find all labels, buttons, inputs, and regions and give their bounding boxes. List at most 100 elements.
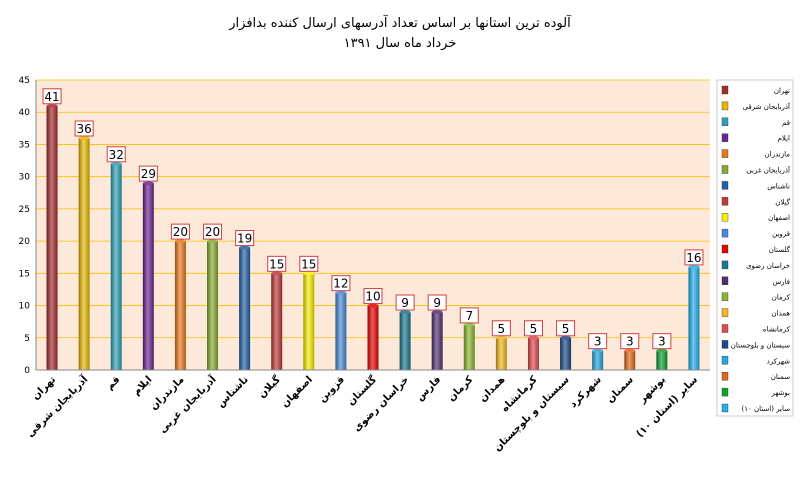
data-label-box — [235, 230, 255, 247]
legend-label: ناشناس — [767, 182, 790, 190]
legend-swatch — [721, 228, 729, 238]
y-tick-label: 45 — [19, 76, 30, 86]
y-tick-label: 30 — [19, 173, 31, 183]
data-label: 15 — [301, 257, 316, 271]
legend-swatch — [721, 181, 729, 190]
x-tick-label: شهرکرد — [568, 374, 604, 410]
data-label: 16 — [686, 251, 701, 265]
data-label-box — [267, 255, 287, 272]
bar-cap — [142, 181, 154, 185]
data-label-box — [684, 249, 704, 266]
data-label-box — [652, 333, 672, 350]
data-label-box — [170, 223, 190, 240]
bar-cap — [110, 161, 122, 166]
legend-swatch — [721, 101, 729, 111]
data-label: 20 — [173, 225, 188, 239]
legend-swatch — [721, 372, 729, 381]
data-label: 5 — [562, 322, 570, 336]
legend-swatch — [721, 403, 729, 413]
legend-label: (استان ۱۰) سایر — [742, 405, 791, 413]
x-tick-label: اصفهان — [279, 374, 314, 409]
bar — [463, 324, 475, 370]
y-tick-label: 20 — [19, 237, 31, 247]
legend-label: گیلان — [775, 197, 790, 206]
bar-cap — [367, 303, 379, 308]
data-label: 15 — [269, 257, 284, 271]
data-label-box — [491, 320, 511, 337]
bar — [560, 337, 572, 370]
y-tick-label: 5 — [24, 334, 30, 344]
bar — [431, 312, 443, 370]
x-tick-label: خراسان رضوی — [352, 374, 412, 434]
bar — [624, 350, 636, 370]
legend-swatch — [721, 149, 729, 158]
bar-cap — [335, 290, 347, 295]
y-tick-label: 15 — [19, 269, 30, 279]
chart-title: آلوده ترین استانها بر اساس تعداد آدرسهای… — [229, 16, 571, 31]
bar-cap — [207, 239, 219, 243]
y-tick-label: 10 — [19, 302, 31, 312]
x-tick-label: سمنان — [605, 374, 636, 405]
data-label: 9 — [433, 296, 441, 310]
bar-cap — [624, 348, 636, 353]
legend-swatch — [721, 292, 729, 301]
data-label-box — [427, 294, 447, 311]
bar — [592, 350, 604, 370]
x-tick-label: قم — [104, 374, 122, 392]
chart-subtitle: خرداد ماه سال ۱۳۹۱ — [343, 36, 457, 51]
x-tick-label: فارس — [414, 374, 443, 403]
legend-swatch — [721, 276, 729, 285]
legend-swatch — [721, 324, 729, 333]
legend-swatch — [721, 85, 729, 95]
data-label: 19 — [237, 232, 252, 246]
y-tick-label: 40 — [19, 108, 31, 118]
bar-cap — [271, 271, 283, 276]
data-label-box — [331, 275, 351, 292]
legend-label: قم — [782, 119, 790, 127]
x-tick-label: کرمان — [446, 374, 475, 403]
legend-label: سیستان و بلوچستان — [731, 341, 790, 349]
bar-cap — [560, 335, 572, 340]
data-label: 5 — [498, 322, 506, 336]
data-label-box — [203, 223, 223, 240]
bar-cap — [174, 239, 186, 243]
bar-cap — [495, 335, 507, 340]
data-label-box — [42, 88, 62, 105]
data-label: 29 — [141, 167, 156, 181]
data-label-box — [74, 120, 94, 137]
data-label-box — [620, 333, 640, 350]
legend-label: همدان — [772, 310, 791, 318]
data-label-box — [556, 320, 576, 337]
legend-swatch — [721, 197, 729, 206]
data-label-box — [523, 320, 543, 337]
bar — [207, 241, 219, 370]
legend-swatch — [721, 308, 729, 317]
bar — [303, 273, 315, 370]
legend-label: شهرکرد — [767, 357, 790, 365]
legend-swatch — [721, 244, 729, 254]
bar — [78, 138, 90, 370]
data-label: 9 — [401, 296, 409, 310]
chart-title-block: آلوده ترین استانها بر اساس تعداد آدرسهای… — [0, 14, 800, 54]
legend-box — [716, 79, 794, 417]
legend-label: گلستان — [769, 245, 791, 254]
legend-label: مازندران — [765, 151, 791, 159]
bar — [174, 241, 186, 370]
legend-swatch — [721, 356, 729, 365]
legend-swatch — [721, 387, 729, 397]
bar-cap — [463, 323, 475, 327]
bar — [399, 312, 411, 370]
bar — [142, 183, 154, 370]
bar — [367, 305, 379, 370]
data-label: 36 — [77, 122, 92, 136]
bar-cap — [688, 265, 700, 269]
data-label: 3 — [658, 335, 666, 349]
bar-cap — [303, 271, 315, 276]
data-label: 3 — [594, 335, 602, 349]
y-tick-label: 0 — [24, 366, 30, 376]
x-tick-label: همدان — [478, 374, 508, 404]
x-tick-label: آذربایجان غربی — [156, 373, 219, 436]
x-tick-label: بوشهر — [636, 374, 668, 406]
data-label-box — [363, 288, 383, 305]
